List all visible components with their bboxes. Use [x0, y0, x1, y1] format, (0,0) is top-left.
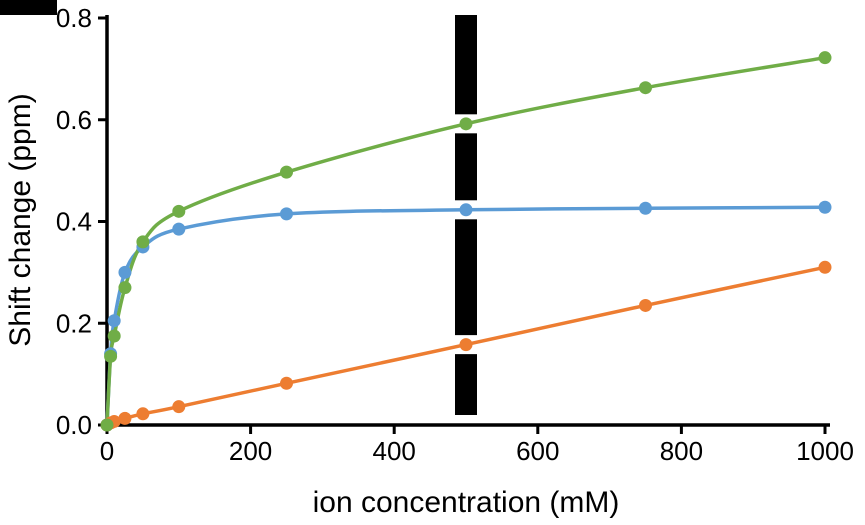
redaction-bar-segment: [455, 354, 477, 415]
y-tick-label: 0.6: [56, 105, 92, 135]
green-rising-series-point: [100, 418, 114, 432]
x-tick-label: 400: [373, 436, 416, 466]
x-tick-label: 800: [660, 436, 703, 466]
green-rising-series-point: [136, 235, 150, 249]
blue-plateau-series-point: [639, 201, 652, 215]
orange-linear-series-point: [136, 407, 150, 421]
orange-linear-series-point: [118, 411, 132, 425]
orange-linear-series-point: [280, 376, 293, 390]
orange-linear-series-point: [639, 298, 652, 312]
orange-linear-series-point: [818, 260, 832, 274]
y-tick-label: 0.8: [56, 3, 92, 33]
x-tick-label: 600: [516, 436, 559, 466]
green-rising-series-point: [459, 117, 473, 131]
blue-plateau-series-point: [172, 222, 186, 236]
redaction-bar-segment: [455, 133, 477, 201]
blue-plateau-series-point: [280, 207, 293, 221]
x-tick-label: 0: [100, 436, 114, 466]
orange-linear-series-point: [172, 400, 186, 414]
green-rising-series-point: [107, 329, 121, 343]
blue-plateau-series-point: [118, 265, 132, 279]
green-rising-series-point: [818, 51, 832, 65]
green-rising-series-point: [280, 165, 293, 179]
x-axis-title: ion concentration (mM): [313, 486, 620, 519]
y-tick-label: 0.4: [56, 207, 92, 237]
green-rising-series-point: [118, 281, 132, 295]
redaction-bar-segment: [455, 15, 477, 115]
top-left-redaction-block: [0, 0, 57, 15]
blue-plateau-series-point: [107, 314, 121, 328]
x-tick-label: 1000: [796, 436, 854, 466]
blue-plateau-series-point: [818, 200, 832, 214]
green-rising-series-point: [639, 81, 652, 95]
y-tick-label: 0.2: [56, 308, 92, 338]
blue-plateau-series-point: [459, 203, 473, 217]
green-rising-series-point: [104, 349, 118, 363]
green-rising-series-point: [172, 204, 186, 218]
redaction-bar-segment: [455, 219, 477, 336]
y-axis-title: Shift change (ppm): [4, 93, 37, 346]
orange-linear-series-point: [459, 338, 473, 352]
x-tick-label: 200: [229, 436, 272, 466]
y-tick-label: 0.0: [56, 410, 92, 440]
